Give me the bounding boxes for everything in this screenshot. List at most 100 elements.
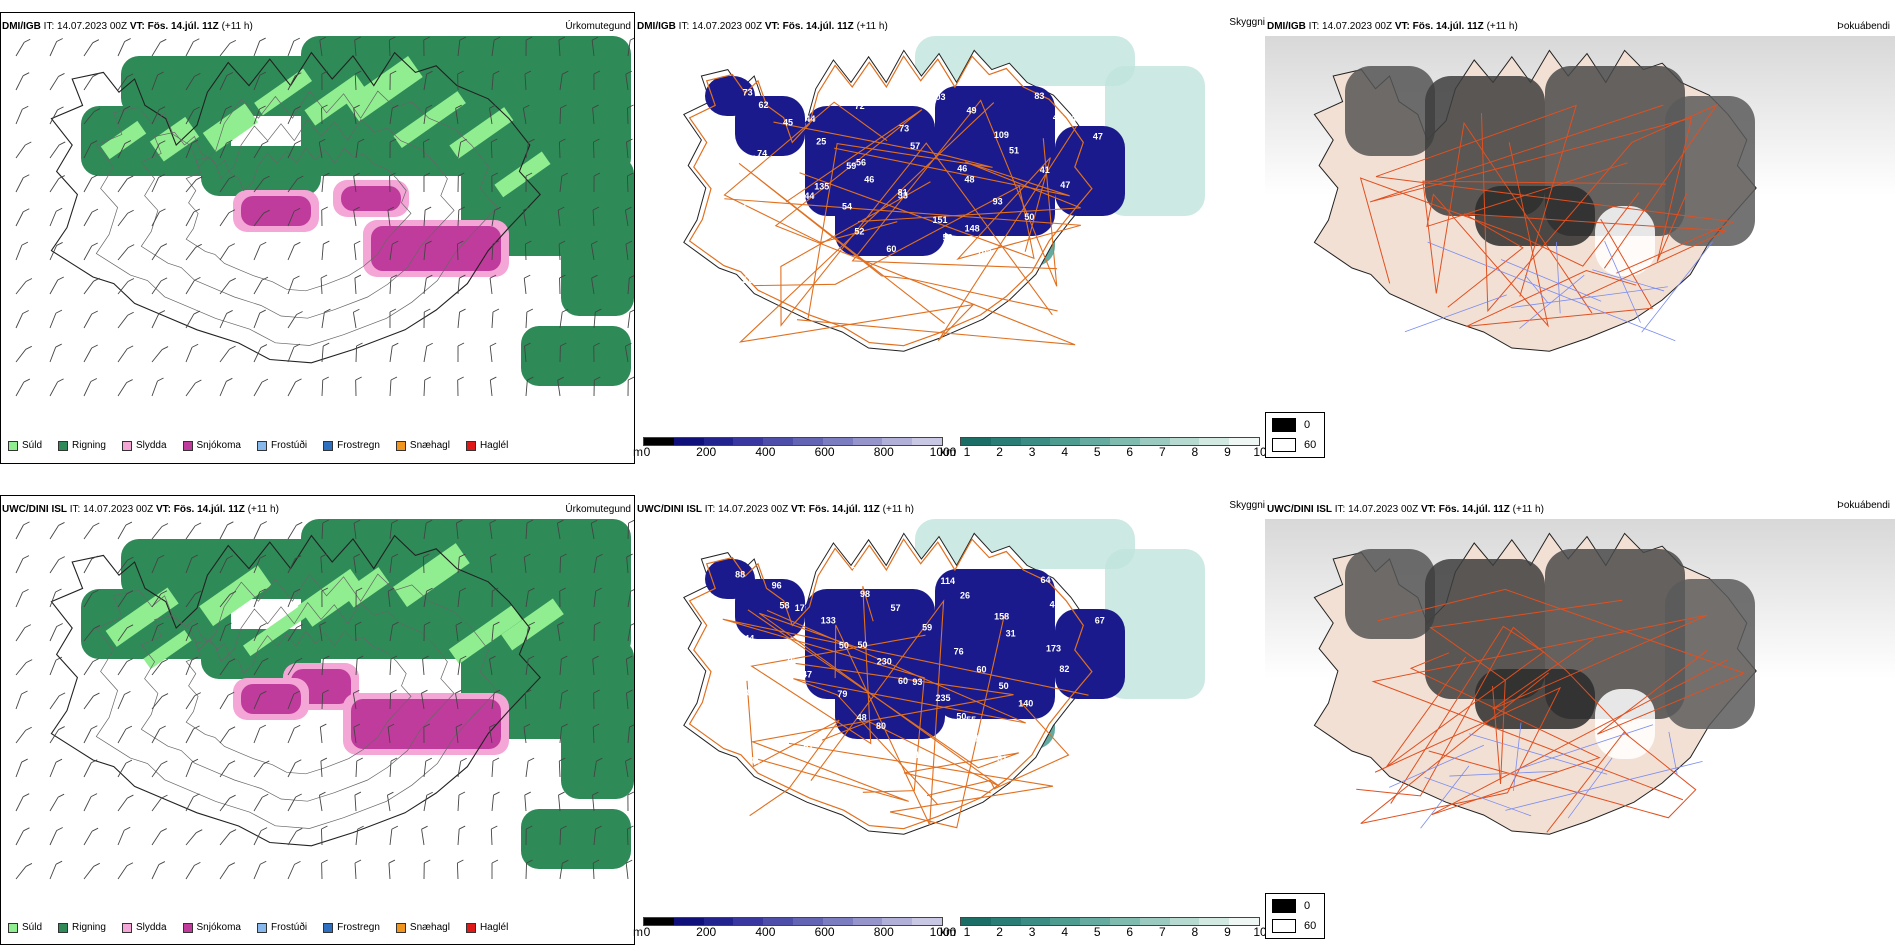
lead-time: (+11 h) (856, 21, 888, 32)
legend-label: Slydda (135, 922, 167, 933)
ceiling-label: 102 (1004, 268, 1019, 278)
product-name: Úrkomutegund (565, 21, 631, 32)
valid-time-label: VT: (764, 21, 780, 32)
ceiling-tick-label: 800 (873, 925, 894, 939)
ceiling-label: 76 (954, 647, 964, 657)
map-frame (0, 12, 635, 464)
ceiling-label: 47 (802, 670, 812, 680)
valid-time-label: VT: (1394, 21, 1410, 32)
lead-time: (+11 h) (882, 504, 914, 515)
ceiling-label: 82 (747, 687, 757, 697)
ceiling-colorbar (643, 917, 943, 926)
ceiling-label: 133 (821, 615, 836, 625)
ceiling-tick-label: 600 (814, 925, 835, 939)
legend-swatch (182, 440, 193, 451)
ceiling-label: 109 (994, 130, 1009, 140)
ceiling-label: 65 (1071, 114, 1081, 124)
legend-swatch (323, 922, 334, 933)
visibility-tick-label: 8 (1191, 925, 1199, 939)
ceiling-label: 65 (1065, 249, 1075, 259)
precip-legend: Súld Rigning Slydda Snjókoma Frostúði Frostre… (8, 440, 508, 451)
fog-key-bottom-label: 60 (1304, 920, 1317, 932)
ceiling-label: 148 (965, 224, 980, 234)
ceiling-label: 49 (966, 105, 976, 115)
valid-time-label: VT: (129, 21, 145, 32)
lead-time: (+11 h) (1486, 21, 1518, 32)
coastline (50, 534, 541, 847)
ceiling-label: 53 (773, 168, 783, 178)
fog-key-black (1272, 418, 1296, 432)
legend-swatch (8, 922, 18, 933)
precip-map (15, 36, 634, 397)
ceiling-label: 51 (742, 275, 752, 285)
panel-dmi-precip: DMI/IGB IT: 14.07.2023 00Z VT: Fös. 14.j… (0, 12, 635, 464)
roads (688, 538, 1093, 830)
ceiling-map: 73 45 59 33 50 39 45 41 44 52 42 49 51 47 41 42 72 57 48 50… (683, 36, 1205, 352)
ceiling-label: 41 (1040, 165, 1050, 175)
legend-item: Slydda (121, 440, 167, 451)
ceiling-label: 44 (804, 191, 814, 201)
legend-swatch (121, 922, 132, 933)
ceiling-label: 74 (757, 149, 767, 159)
ceiling-scale-top: m 0 200 400 600 800 1000 (633, 437, 956, 461)
ceiling-label: 75 (785, 656, 795, 666)
model-name: UWC/DINI ISL (2, 504, 67, 515)
ceiling-scale-bottom: m 0 200 400 600 800 1000 (633, 917, 956, 941)
ceiling-map: 8858506050314144474841263182565198596014… (683, 519, 1205, 835)
ceiling-label: 98 (860, 589, 870, 599)
ceiling-label: 34 (851, 566, 861, 576)
legend-swatch (323, 440, 334, 451)
ceiling-label: 58 (779, 601, 789, 611)
legend-item: Slydda (121, 922, 167, 933)
visibility-tick-label: 9 (1224, 925, 1231, 939)
fog-key-top: 0 60 (1265, 412, 1325, 458)
ceiling-label: 39 (1000, 270, 1010, 280)
ceiling-label: 230 (877, 656, 892, 666)
visibility-tick-label: 10 (1253, 925, 1267, 939)
model-name: DMI/IGB (2, 21, 41, 32)
coastline (50, 51, 541, 364)
fog-key-white (1272, 438, 1296, 452)
model-name: UWC/DINI ISL (1267, 504, 1332, 515)
fog-key-top-label: 0 (1304, 900, 1311, 912)
legend-item: Súld (8, 440, 42, 451)
visibility-colorbar (960, 917, 1260, 926)
panel-uwc-ceiling: UWC/DINI ISL IT: 14.07.2023 00Z VT: Fös.… (635, 495, 1265, 947)
visibility-tick-label: 4 (1061, 445, 1068, 459)
legend-label: Frostúði (270, 922, 308, 933)
panel-header: UWC/DINI ISL IT: 14.07.2023 00Z VT: Fös.… (2, 504, 279, 516)
valid-time: Fös. 14.júl. 11Z (1412, 21, 1484, 32)
ceiling-labels: 8858506050314144474841263182565198596014… (735, 566, 1105, 766)
legend-label: Frostúði (270, 440, 308, 451)
ceiling-label: 47 (1093, 132, 1103, 142)
ceiling-tick-label: 800 (873, 445, 894, 459)
fog-map (1265, 36, 1895, 352)
visibility-tick-label: 7 (1158, 925, 1166, 939)
ceiling-colorbar (643, 437, 943, 446)
init-time: IT: 14.07.2023 00Z (43, 21, 128, 32)
legend-item: Snæhagl (395, 440, 450, 451)
ceiling-tick-label: 1000 (929, 925, 957, 939)
fog-key-bottom: 0 60 (1265, 893, 1325, 939)
precip-legend: Súld Rigning Slydda Snjókoma Frostúði Frostre… (8, 922, 508, 933)
visibility-tick-label: 1 (963, 445, 971, 459)
ceiling-label: 102 (977, 247, 992, 257)
init-time: IT: 14.07.2023 00Z (1308, 21, 1393, 32)
product-name: Skyggni (1229, 500, 1265, 511)
ceiling-label: 56 (758, 701, 768, 711)
ceiling-labels: 73 45 59 33 50 39 45 41 44 52 42 49 51 47 41 42 72 57 48 50… (737, 87, 1103, 285)
ceiling-label: 44 (1059, 716, 1069, 726)
visibility-tick-label: 1 (963, 925, 971, 939)
valid-time-label: VT: (155, 504, 171, 515)
ceiling-label: 59 (846, 161, 856, 171)
legend-label: Haglél (479, 440, 509, 451)
ceiling-label: 72 (855, 101, 865, 111)
ceiling-label: 50 (1024, 212, 1034, 222)
model-name: DMI/IGB (1267, 21, 1306, 32)
fog-key-black (1272, 899, 1296, 913)
visibility-tick-label: 7 (1158, 445, 1166, 459)
legend-item: Snjókoma (182, 440, 241, 451)
legend-label: Snæhagl (409, 922, 450, 933)
panel-header: UWC/DINI ISL IT: 14.07.2023 00Z VT: Fös.… (1267, 504, 1544, 516)
legend-item: Frostúði (256, 440, 308, 451)
